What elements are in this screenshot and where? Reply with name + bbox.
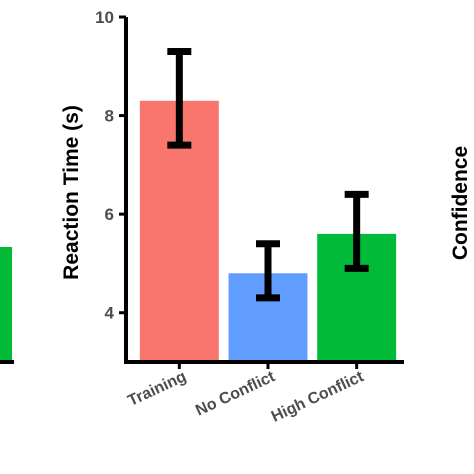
y-tick-label: 10: [95, 8, 114, 27]
right-panel-y-axis-title: Confidence: [449, 146, 472, 260]
y-axis-title: Reaction Time (s): [60, 105, 83, 280]
y-tick-label: 6: [105, 205, 114, 224]
x-tick-label: No Conflict: [193, 368, 278, 420]
x-tick-label: High Conflict: [269, 368, 367, 426]
left-panel-bar: [0, 247, 12, 362]
error-bar-training: [167, 48, 192, 149]
error-bars-group: [167, 48, 369, 302]
left-panel-fragment: [0, 247, 14, 364]
y-tick-label: 4: [105, 304, 115, 323]
y-tick-label: 8: [105, 107, 114, 126]
x-tick-label: Training: [125, 368, 189, 410]
error-bar-high-conflict: [344, 190, 369, 272]
error-bar-no-conflict: [256, 240, 280, 302]
y-ticks-group: 4 6 8 10: [95, 8, 126, 323]
right-panel-fragment: Confidence: [449, 146, 472, 260]
